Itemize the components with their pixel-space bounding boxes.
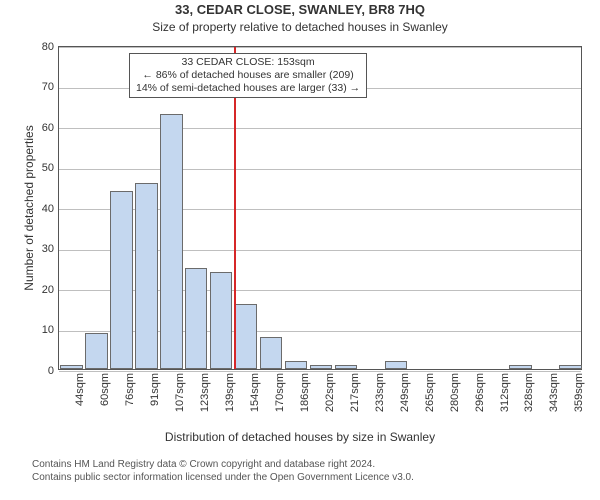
title-sub: Size of property relative to detached ho…	[0, 20, 600, 34]
annotation-line: 33 CEDAR CLOSE: 153sqm	[136, 56, 360, 69]
x-tick-label: 343sqm	[548, 373, 560, 425]
footer-attribution: Contains HM Land Registry data © Crown c…	[32, 458, 414, 484]
x-tick-label: 328sqm	[523, 373, 535, 425]
annotation-box: 33 CEDAR CLOSE: 153sqm← 86% of detached …	[129, 53, 367, 98]
x-tick-label: 233sqm	[374, 373, 386, 425]
x-axis-title: Distribution of detached houses by size …	[0, 430, 600, 444]
x-tick-label: 359sqm	[573, 373, 585, 425]
x-tick-label: 186sqm	[299, 373, 311, 425]
y-tick-label: 10	[26, 324, 54, 336]
histogram-bar	[185, 268, 207, 369]
annotation-line: 14% of semi-detached houses are larger (…	[136, 82, 360, 95]
histogram-bar	[509, 365, 531, 369]
x-tick-label: 296sqm	[474, 373, 486, 425]
histogram-bar	[85, 333, 107, 369]
histogram-bar	[110, 191, 132, 369]
chart-container: 33, CEDAR CLOSE, SWANLEY, BR8 7HQ Size o…	[0, 0, 600, 500]
x-tick-label: 202sqm	[324, 373, 336, 425]
footer-line: Contains HM Land Registry data © Crown c…	[32, 458, 414, 471]
gridline	[59, 169, 581, 170]
x-tick-label: 217sqm	[349, 373, 361, 425]
histogram-bar	[135, 183, 157, 369]
footer-line: Contains public sector information licen…	[32, 471, 414, 484]
y-tick-label: 70	[26, 81, 54, 93]
title-main: 33, CEDAR CLOSE, SWANLEY, BR8 7HQ	[0, 2, 600, 17]
histogram-bar	[160, 114, 182, 369]
gridline	[59, 371, 581, 372]
y-tick-label: 50	[26, 162, 54, 174]
plot-area: 33 CEDAR CLOSE: 153sqm← 86% of detached …	[58, 46, 582, 370]
x-tick-label: 123sqm	[199, 373, 211, 425]
x-tick-label: 139sqm	[224, 373, 236, 425]
histogram-bar	[310, 365, 332, 369]
y-tick-label: 20	[26, 284, 54, 296]
x-tick-label: 265sqm	[424, 373, 436, 425]
x-tick-label: 312sqm	[499, 373, 511, 425]
histogram-bar	[235, 304, 257, 369]
y-tick-label: 30	[26, 243, 54, 255]
x-tick-label: 280sqm	[449, 373, 461, 425]
x-tick-label: 60sqm	[99, 373, 111, 425]
x-tick-label: 170sqm	[274, 373, 286, 425]
annotation-line: ← 86% of detached houses are smaller (20…	[136, 69, 360, 82]
gridline	[59, 47, 581, 48]
gridline	[59, 128, 581, 129]
histogram-bar	[60, 365, 82, 369]
y-tick-label: 80	[26, 41, 54, 53]
histogram-bar	[260, 337, 282, 369]
histogram-bar	[335, 365, 357, 369]
histogram-bar	[285, 361, 307, 369]
y-tick-label: 40	[26, 203, 54, 215]
histogram-bar	[559, 365, 581, 369]
y-tick-label: 60	[26, 122, 54, 134]
histogram-bar	[385, 361, 407, 369]
x-tick-label: 91sqm	[149, 373, 161, 425]
x-tick-label: 76sqm	[124, 373, 136, 425]
y-tick-label: 0	[26, 365, 54, 377]
x-tick-label: 249sqm	[399, 373, 411, 425]
histogram-bar	[210, 272, 232, 369]
x-tick-label: 107sqm	[174, 373, 186, 425]
x-tick-label: 44sqm	[74, 373, 86, 425]
x-tick-label: 154sqm	[249, 373, 261, 425]
